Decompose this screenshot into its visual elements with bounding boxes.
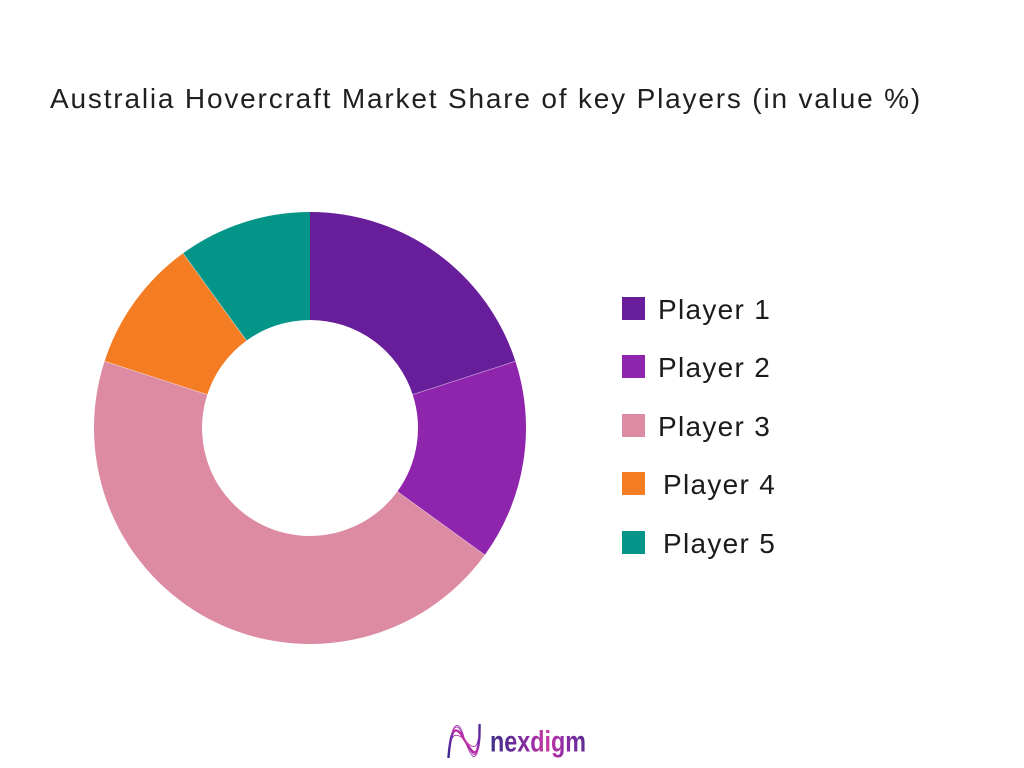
svg-text:nexdigm: nexdigm	[490, 726, 586, 759]
